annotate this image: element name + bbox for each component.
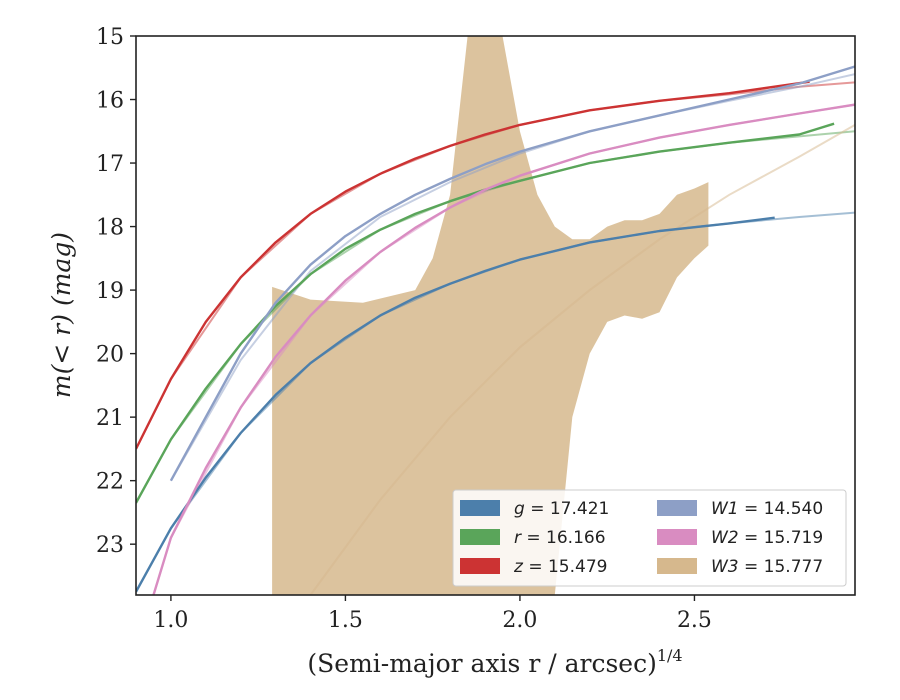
y-tick-label-5: 20: [96, 343, 124, 368]
legend-label-r: r = 16.166: [514, 528, 606, 548]
y-tick-label-2: 17: [96, 152, 124, 177]
y-axis-title: m(< r) (mag): [47, 232, 76, 398]
legend-swatch-w1: [657, 500, 697, 516]
band-w3: [272, 36, 709, 595]
y-tick-label-3: 18: [96, 216, 124, 241]
y-tick-label-4: 19: [96, 279, 124, 304]
data-curves-layer: [136, 65, 855, 595]
legend-swatch-w2: [657, 529, 697, 545]
model-curve-w3: [309, 124, 855, 595]
legend-mag-r: = 16.166: [521, 528, 606, 548]
legend-label-z: z = 15.479: [513, 557, 607, 577]
series-line-r: [136, 122, 835, 504]
x-tick-label-3: 2.5: [677, 608, 712, 633]
y-tick-label-7: 22: [96, 470, 124, 495]
legend-label-w2: W2 = 15.719: [711, 528, 823, 548]
x-tick-label-2: 2.0: [502, 608, 537, 633]
legend-label-w3: W3 = 15.777: [711, 557, 823, 577]
x-tick-label-1: 1.5: [328, 608, 363, 633]
legend-mag-w2: = 15.719: [739, 528, 824, 548]
legend-swatch-w3: [657, 558, 697, 574]
y-tick-label-0: 15: [96, 25, 124, 50]
x-tick-label-0: 1.0: [153, 608, 188, 633]
w3-band-layer: [272, 36, 709, 595]
legend-band-r: r: [514, 528, 522, 548]
legend-swatch-r: [460, 529, 500, 545]
legend-band-w3: W3: [711, 557, 739, 577]
legend-band-w1: W1: [711, 499, 739, 519]
legend-mag-w1: = 14.540: [739, 499, 824, 519]
legend-mag-w3: = 15.777: [739, 557, 824, 577]
legend-frame: [452, 489, 847, 587]
x-axis-title: (Semi-major axis r / arcsec)1/4: [307, 646, 682, 678]
series-line-w2: [152, 103, 855, 595]
series-line-z: [136, 80, 810, 450]
series-line-g: [136, 216, 775, 593]
legend-swatch-g: [460, 500, 500, 516]
legend-label-w1: W1 = 14.540: [711, 499, 823, 519]
legend-band-z: z: [513, 557, 524, 577]
legend-mag-g: = 17.421: [525, 499, 610, 519]
y-axis-ticks: 15 16 17 18 19 20 21 22 23: [96, 25, 136, 558]
x-axis-ticks: 1.0 1.5 2.0 2.5: [153, 595, 712, 633]
model-curve-w1: [170, 73, 855, 482]
plot-frame: [135, 35, 856, 596]
legend-label-g: g = 17.421: [514, 499, 609, 519]
legend-band-w2: W2: [711, 528, 739, 548]
y-tick-label-1: 16: [96, 89, 124, 114]
y-tick-label-8: 23: [96, 533, 124, 558]
series-line-w1: [169, 65, 855, 482]
y-tick-label-6: 21: [96, 406, 124, 431]
legend-mag-z: = 15.479: [523, 557, 608, 577]
legend-band-g: g: [514, 499, 525, 519]
x-axis-title-exponent: 1/4: [657, 646, 683, 665]
legend-swatch-z: [460, 558, 500, 574]
